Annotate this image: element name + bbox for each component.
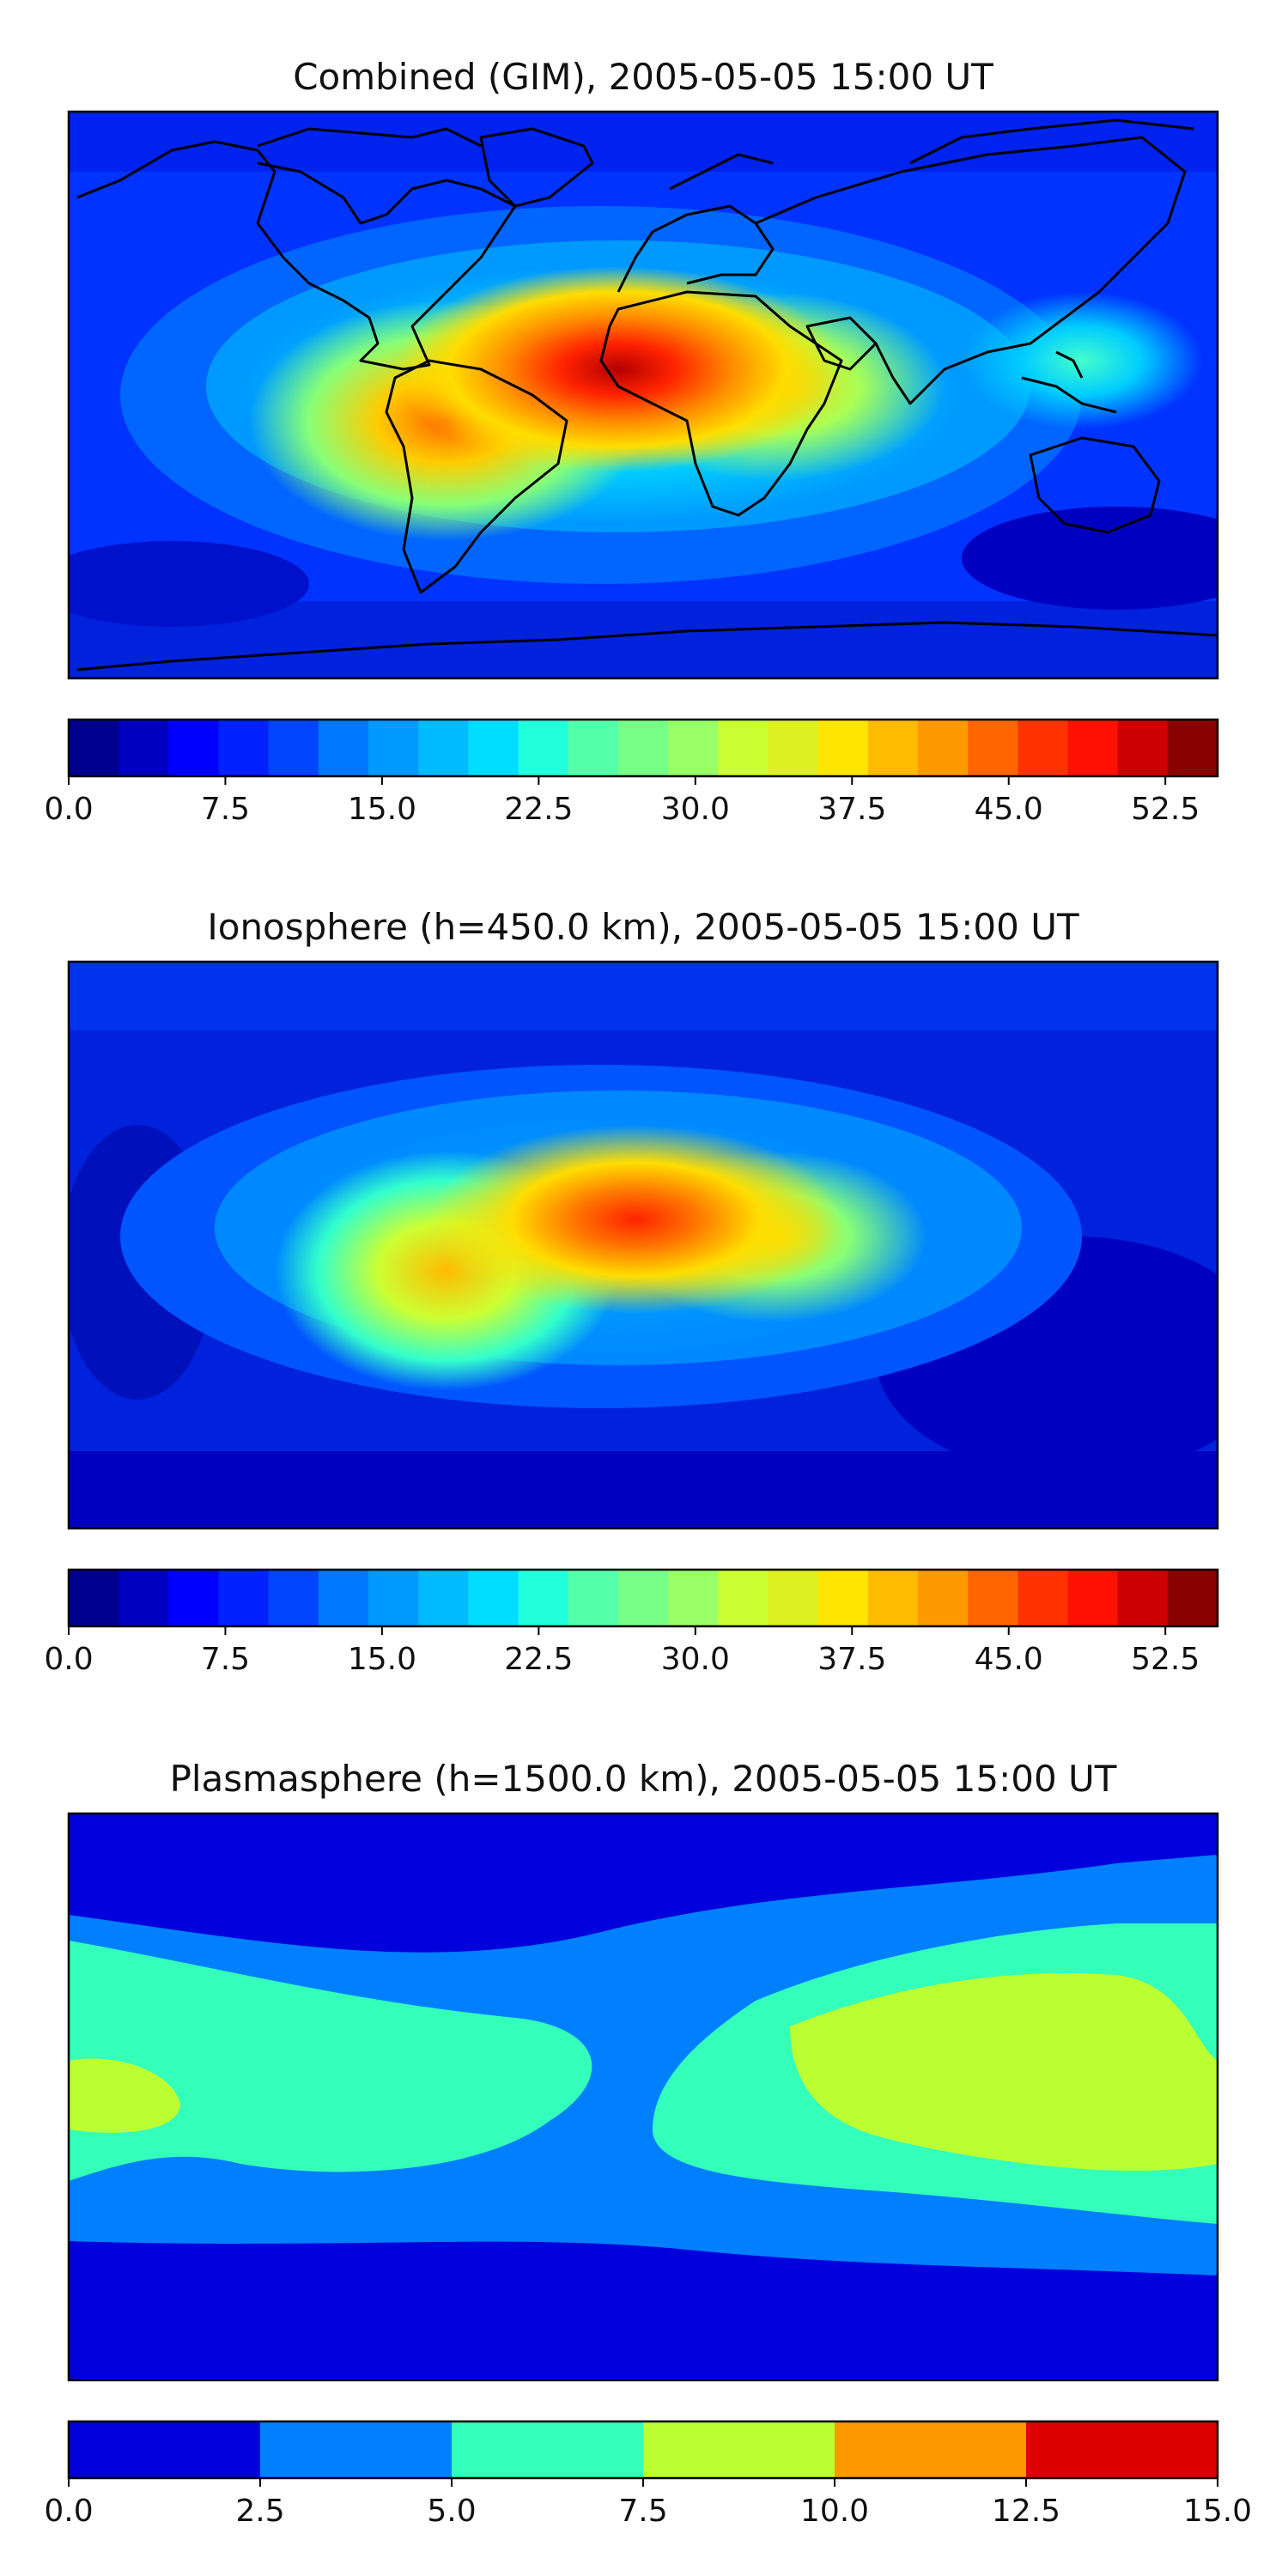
chart-title-plasmasphere: Plasmasphere (h=1500.0 km), 2005-05-05 1… (170, 1758, 1117, 1800)
heatmap-combined (69, 112, 1218, 678)
map-frame-plasmasphere (67, 1812, 1219, 2382)
colorbar-swatch-ionosphere-12 (668, 1570, 719, 1626)
chart-title-combined: Combined (GIM), 2005-05-05 15:00 UT (293, 56, 993, 98)
colorbar-tick-label-ionosphere-1: 7.5 (201, 1642, 250, 1677)
colorbar-swatch-ionosphere-2 (168, 1570, 220, 1626)
colorbar-tick-label-combined-1: 7.5 (201, 792, 250, 827)
colorbar-frame-combined (67, 718, 1219, 778)
colorbar-tick-label-ionosphere-6: 45.0 (975, 1642, 1043, 1677)
colorbar-swatch-combined-3 (218, 720, 270, 776)
colorbar-swatch-ionosphere-19 (1018, 1570, 1069, 1626)
colorbar-swatch-ionosphere-18 (968, 1570, 1018, 1626)
colorbar-swatch-ionosphere-7 (418, 1570, 469, 1626)
colorbar-swatch-plasmasphere-2 (452, 2421, 644, 2478)
colorbar-swatch-ionosphere-4 (268, 1570, 319, 1626)
colorbar-swatch-ionosphere-1 (118, 1570, 169, 1626)
colorbar-swatch-ionosphere-13 (718, 1570, 769, 1626)
colorbar-tick-label-combined-6: 45.0 (975, 792, 1043, 827)
colorbar-swatch-combined-16 (867, 720, 919, 776)
colorbar-swatch-combined-21 (1117, 720, 1169, 776)
colorbar-tick-label-combined-3: 22.5 (504, 792, 573, 827)
colorbar-tick-label-plasmasphere-6: 15.0 (1183, 2494, 1252, 2529)
colorbar-tick-label-ionosphere-4: 30.0 (661, 1642, 730, 1677)
colorbar-swatch-plasmasphere-4 (835, 2421, 1027, 2478)
colorbar-tick-label-plasmasphere-5: 12.5 (992, 2494, 1060, 2529)
colorbar-swatch-ionosphere-8 (468, 1570, 519, 1626)
map-frame-ionosphere (67, 960, 1219, 1530)
colorbar-tick-label-combined-7: 52.5 (1131, 792, 1200, 827)
colorbar-swatch-combined-0 (69, 720, 119, 776)
heatmap-ionosphere (69, 962, 1218, 1528)
colorbar-plasmasphere: 0.0 2.5 5.0 7.5 10.0 12.5 15.0 (44, 2420, 1252, 2529)
colorbar-swatch-combined-10 (568, 720, 619, 776)
colorbar-swatch-combined-20 (1067, 720, 1119, 776)
colorbar-tick-label-ionosphere-5: 37.5 (817, 1642, 886, 1677)
colorbar-swatch-combined-13 (718, 720, 769, 776)
colorbar-swatch-combined-11 (617, 720, 669, 776)
colorbar-swatch-ionosphere-3 (218, 1570, 270, 1626)
colorbar-swatch-ionosphere-21 (1117, 1570, 1169, 1626)
colorbar-tick-label-combined-2: 15.0 (348, 792, 416, 827)
colorbar-swatch-combined-17 (917, 720, 969, 776)
heatmap-plasmasphere (69, 1814, 1218, 2380)
colorbar-swatch-ionosphere-16 (867, 1570, 919, 1626)
colorbar-swatch-ionosphere-5 (318, 1570, 369, 1626)
colorbar-swatch-ionosphere-14 (768, 1570, 819, 1626)
colorbar-tick-label-plasmasphere-3: 7.5 (618, 2494, 667, 2529)
colorbar-swatch-combined-14 (768, 720, 819, 776)
colorbar-swatch-ionosphere-10 (568, 1570, 619, 1626)
colorbar-swatch-ionosphere-15 (817, 1570, 869, 1626)
colorbar-tick-label-plasmasphere-2: 5.0 (427, 2494, 476, 2529)
colorbar-swatch-ionosphere-9 (518, 1570, 569, 1626)
colorbar-tick-label-plasmasphere-1: 2.5 (235, 2494, 284, 2529)
colorbar-swatch-combined-6 (368, 720, 419, 776)
colorbar-tick-label-plasmasphere-0: 0.0 (44, 2494, 93, 2529)
colorbar-swatch-combined-5 (318, 720, 369, 776)
colorbar-swatch-combined-4 (268, 720, 319, 776)
colorbar-swatch-plasmasphere-3 (643, 2421, 835, 2478)
colorbar-swatch-combined-18 (968, 720, 1018, 776)
colorbar-ionosphere: 0.0 7.5 15.0 22.5 30.0 37.5 45.0 52.5 (44, 1568, 1219, 1677)
map-frame-combined (67, 110, 1219, 680)
colorbar-swatch-ionosphere-17 (917, 1570, 969, 1626)
colorbar-swatch-combined-19 (1018, 720, 1069, 776)
colorbar-swatch-combined-12 (668, 720, 719, 776)
colorbar-tick-label-combined-4: 30.0 (661, 792, 730, 827)
colorbar-tick-label-ionosphere-2: 15.0 (348, 1642, 416, 1677)
colorbar-swatch-ionosphere-20 (1067, 1570, 1119, 1626)
colorbar-swatch-ionosphere-22 (1167, 1570, 1218, 1626)
colorbar-swatch-plasmasphere-1 (260, 2421, 453, 2478)
colorbar-tick-label-combined-0: 0.0 (44, 792, 93, 827)
colorbar-tick-label-combined-5: 37.5 (817, 792, 886, 827)
colorbar-tick-label-ionosphere-3: 22.5 (504, 1642, 573, 1677)
colorbar-swatch-ionosphere-6 (368, 1570, 419, 1626)
colorbar-swatch-combined-22 (1167, 720, 1218, 776)
colorbar-swatch-combined-15 (817, 720, 869, 776)
colorbar-swatch-combined-8 (468, 720, 519, 776)
colorbar-swatch-combined-7 (418, 720, 469, 776)
colorbar-tick-label-ionosphere-0: 0.0 (44, 1642, 93, 1677)
colorbar-swatch-plasmasphere-0 (69, 2421, 261, 2478)
colorbar-tick-label-ionosphere-7: 52.5 (1131, 1642, 1200, 1677)
coastlines-combined (76, 118, 1218, 671)
colorbar-swatch-combined-1 (118, 720, 169, 776)
colorbar-swatch-combined-2 (168, 720, 220, 776)
colorbar-swatch-ionosphere-11 (617, 1570, 669, 1626)
chart-title-ionosphere: Ionosphere (h=450.0 km), 2005-05-05 15:0… (207, 906, 1079, 948)
colorbar-combined: 0.0 7.5 15.0 22.5 30.0 37.5 45.0 52.5 (44, 718, 1219, 827)
colorbar-frame-ionosphere (67, 1568, 1219, 1628)
colorbar-swatch-combined-9 (518, 720, 569, 776)
colorbar-swatch-plasmasphere-5 (1026, 2421, 1218, 2478)
colorbar-swatch-ionosphere-0 (69, 1570, 119, 1626)
colorbar-tick-label-plasmasphere-4: 10.0 (800, 2494, 869, 2529)
